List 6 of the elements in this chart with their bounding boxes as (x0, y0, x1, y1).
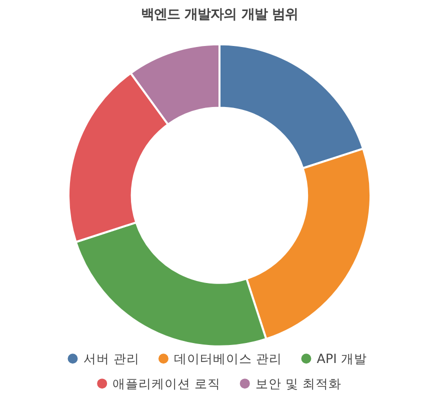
legend-label: 애플리케이션 로직 (112, 376, 221, 392)
legend-label: 보안 및 최적화 (255, 376, 342, 392)
legend-label: 데이터베이스 관리 (174, 351, 282, 366)
chart-title: 백엔드 개발자의 개발 범위 (141, 8, 298, 22)
legend-label: 서버 관리 (83, 351, 140, 366)
legend-label: API 개발 (316, 351, 367, 366)
